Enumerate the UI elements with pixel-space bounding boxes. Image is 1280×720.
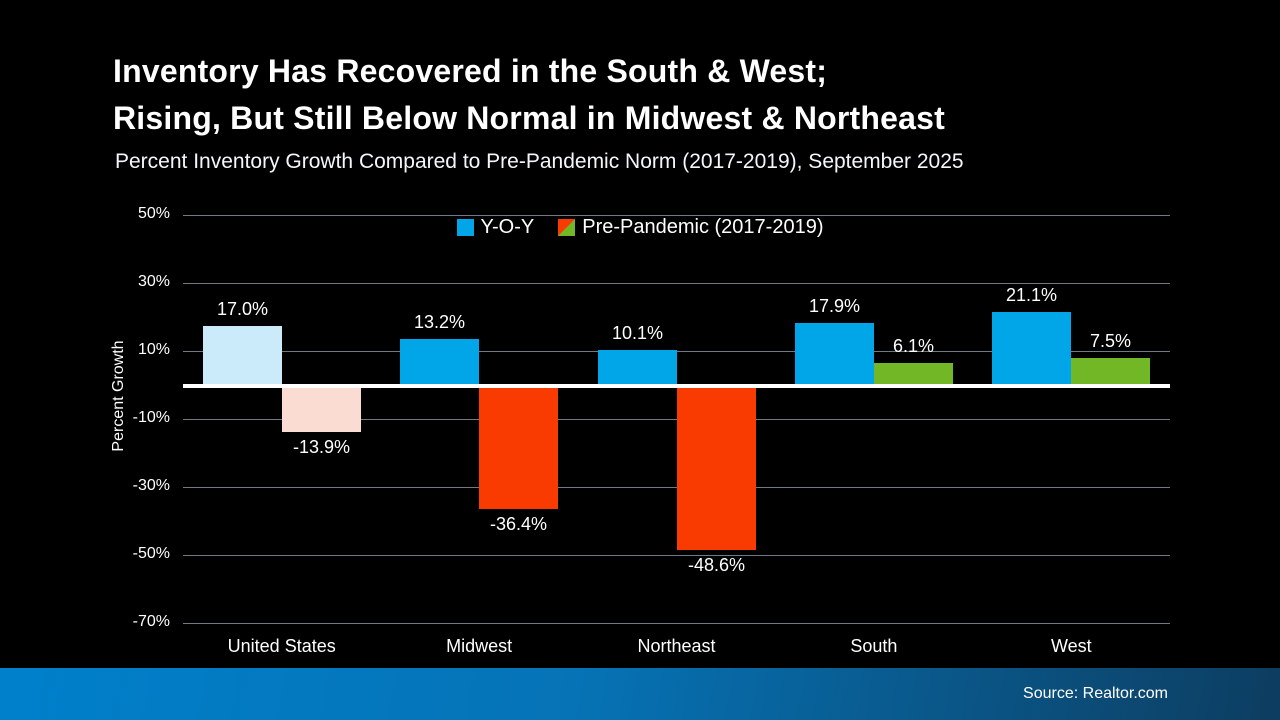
gridline [183, 215, 1170, 216]
bar-yoy-west [992, 312, 1071, 384]
title-line-2: Rising, But Still Below Normal in Midwes… [113, 100, 946, 136]
legend-item: Y-O-Y [456, 216, 535, 239]
source-text: Source: Realtor.com [1023, 685, 1168, 702]
chart-title: Inventory Has Recovered in the South & W… [113, 48, 945, 142]
y-tick-label: 30% [137, 273, 170, 290]
bar-yoy-northeast [598, 350, 677, 384]
y-tick-label: 50% [137, 205, 170, 222]
gridline [183, 283, 1170, 284]
gridline [183, 555, 1170, 556]
y-tick-label: -30% [132, 477, 170, 494]
x-axis-label: West [1050, 636, 1092, 656]
y-tick-label: -70% [132, 613, 170, 630]
footer-bar: Source: Realtor.com [0, 668, 1280, 720]
bar-value-label: 13.2% [413, 312, 466, 332]
gridline [183, 487, 1170, 488]
legend-label: Y-O-Y [480, 216, 535, 238]
bar-pre-pandemic-northeast [677, 388, 756, 550]
title-line-1: Inventory Has Recovered in the South & W… [113, 53, 828, 89]
legend-swatch-pre-pandemic-icon [558, 219, 576, 236]
bar-value-label: 10.1% [611, 323, 664, 343]
bar-yoy-south [795, 323, 874, 384]
bar-value-label: 17.9% [808, 296, 861, 316]
bar-value-label: 7.5% [1089, 331, 1132, 351]
bar-pre-pandemic-west [1071, 358, 1150, 384]
bar-value-label: -13.9% [292, 437, 351, 457]
gridline [183, 419, 1170, 420]
x-axis-label: Midwest [446, 636, 513, 656]
bar-yoy-united-states [203, 326, 282, 384]
legend-label: Pre-Pandemic (2017-2019) [582, 216, 824, 238]
bar-pre-pandemic-united-states [282, 388, 361, 432]
bar-yoy-midwest [400, 339, 479, 384]
bar-pre-pandemic-midwest [479, 388, 558, 509]
legend-swatch-yoy-icon [456, 219, 474, 236]
bar-value-label: -36.4% [489, 514, 548, 534]
bar-value-label: -48.6% [687, 555, 746, 575]
x-axis-label: United States [227, 636, 336, 656]
legend-item: Pre-Pandemic (2017-2019) [558, 216, 823, 239]
chart-subtitle: Percent Inventory Growth Compared to Pre… [115, 150, 964, 173]
zero-axis-line [183, 384, 1170, 388]
bar-pre-pandemic-south [874, 363, 953, 384]
y-tick-label: -10% [132, 409, 170, 426]
bar-value-label: 17.0% [216, 299, 269, 319]
x-axis-label: Northeast [637, 636, 716, 656]
x-axis-label: South [850, 636, 898, 656]
bar-value-label: 6.1% [892, 336, 935, 356]
y-tick-label: -50% [132, 545, 170, 562]
chart-legend: Y-O-Y Pre-Pandemic (2017-2019) [0, 216, 1280, 239]
gridline [183, 623, 1170, 624]
bar-value-label: 21.1% [1005, 285, 1058, 305]
y-tick-label: 10% [137, 341, 170, 358]
